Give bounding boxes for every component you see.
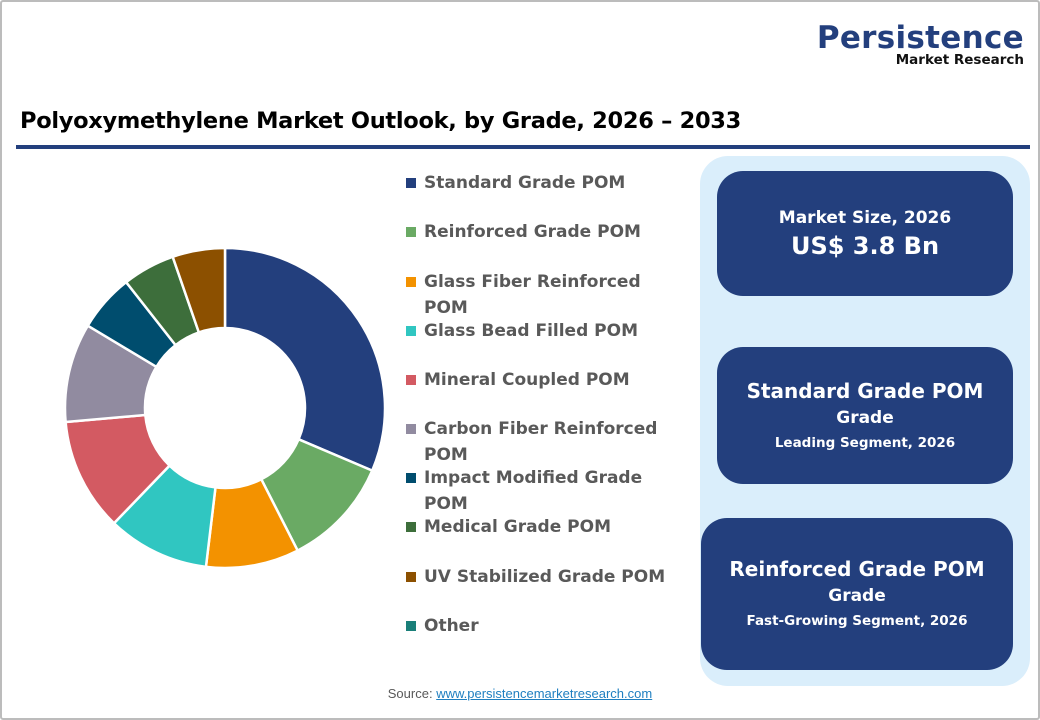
legend-swatch-icon xyxy=(406,424,416,434)
legend-label: Mineral Coupled POM xyxy=(424,370,630,390)
leading-segment-name: Standard Grade POM xyxy=(746,378,984,403)
fastest-segment-sub: Grade xyxy=(828,586,886,606)
legend-label: Glass Bead Filled POM xyxy=(424,321,638,341)
market-size-value: US$ 3.8 Bn xyxy=(790,231,940,260)
legend-item: Medical Grade POM xyxy=(406,514,696,540)
legend-item: Carbon Fiber Reinforced POM xyxy=(406,416,696,468)
legend-label: Reinforced Grade POM xyxy=(424,222,641,242)
market-size-card: Market Size, 2026 US$ 3.8 Bn xyxy=(717,171,1013,296)
legend-swatch-icon xyxy=(406,522,416,532)
logo-subtitle: Market Research xyxy=(895,52,1024,68)
donut-chart xyxy=(63,246,387,570)
legend-swatch-icon xyxy=(406,326,416,336)
legend-swatch-icon xyxy=(406,277,416,287)
legend-item: Reinforced Grade POM xyxy=(406,219,696,245)
legend-label: UV Stabilized Grade POM xyxy=(424,567,666,587)
legend-item: Glass Fiber Reinforced POM xyxy=(406,269,696,321)
leading-segment-sub: Grade xyxy=(836,407,894,428)
source-line: Source: www.persistencemarketresearch.co… xyxy=(0,686,1040,701)
legend-swatch-icon xyxy=(406,621,416,631)
legend-item: Mineral Coupled POM xyxy=(406,367,696,393)
donut-slice xyxy=(171,246,227,334)
legend-item: UV Stabilized Grade POM xyxy=(406,564,696,590)
market-size-label: Market Size, 2026 xyxy=(778,207,952,228)
fastest-segment-caption: Fast-Growing Segment, 2026 xyxy=(746,613,968,629)
legend-label: Other xyxy=(424,616,479,636)
legend-label: Medical Grade POM xyxy=(424,517,611,537)
leading-segment-caption: Leading Segment, 2026 xyxy=(774,434,956,451)
legend-label: Standard Grade POM xyxy=(424,173,626,193)
title-underline xyxy=(16,145,1030,149)
chart-title: Polyoxymethylene Market Outlook, by Grad… xyxy=(20,108,742,134)
legend-swatch-icon xyxy=(406,375,416,385)
leading-segment-card: Standard Grade POM Grade Leading Segment… xyxy=(717,347,1013,484)
legend-swatch-icon xyxy=(406,227,416,237)
fastest-segment-card: Reinforced Grade POM Grade Fast-Growing … xyxy=(701,518,1013,670)
legend-item: Glass Bead Filled POM xyxy=(406,318,696,344)
legend-item: Standard Grade POM xyxy=(406,170,696,196)
donut-slices xyxy=(63,246,387,570)
legend-item: Other xyxy=(406,613,696,639)
legend-item: Impact Modified Grade POM xyxy=(406,465,696,517)
source-link[interactable]: www.persistencemarketresearch.com xyxy=(436,686,653,701)
logo-brand: Persistence xyxy=(816,20,1024,56)
legend-swatch-icon xyxy=(406,178,416,188)
legend-label: Glass Fiber Reinforced POM xyxy=(424,272,641,318)
donut-slice xyxy=(223,246,387,473)
legend-swatch-icon xyxy=(406,572,416,582)
legend-label: Impact Modified Grade POM xyxy=(424,468,643,514)
fastest-segment-name: Reinforced Grade POM xyxy=(729,557,985,581)
persistence-logo: Persistence Market Research xyxy=(817,22,1024,68)
source-prefix: Source: xyxy=(387,686,437,701)
legend-label: Carbon Fiber Reinforced POM xyxy=(424,419,658,465)
legend-swatch-icon xyxy=(406,473,416,483)
